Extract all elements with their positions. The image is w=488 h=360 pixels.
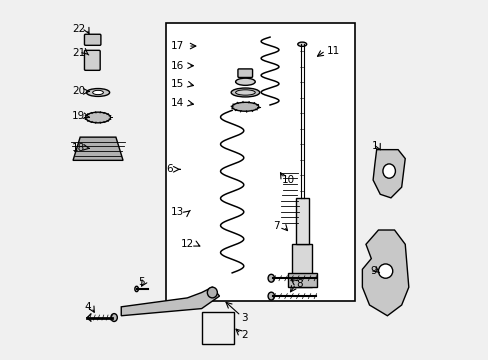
Polygon shape [287,273,316,287]
Bar [295,198,308,244]
Text: 8: 8 [296,279,302,289]
Ellipse shape [86,89,109,96]
Polygon shape [362,230,408,316]
Bar [201,312,233,344]
Text: 9: 9 [369,266,376,276]
Text: 13: 13 [170,207,183,217]
Ellipse shape [231,88,259,97]
Text: 22: 22 [72,24,85,34]
Text: 4: 4 [84,302,91,312]
Text: 18: 18 [72,143,85,153]
Text: 7: 7 [273,221,280,231]
Text: 15: 15 [170,79,183,89]
Ellipse shape [267,292,274,300]
Ellipse shape [93,90,103,95]
Text: 6: 6 [166,164,173,174]
Text: 2: 2 [241,330,247,341]
FancyBboxPatch shape [165,23,354,301]
Ellipse shape [207,287,217,298]
Ellipse shape [382,164,395,178]
Text: 11: 11 [326,46,339,56]
Ellipse shape [235,90,255,95]
Ellipse shape [232,102,258,111]
Polygon shape [121,287,219,316]
FancyBboxPatch shape [84,50,100,70]
FancyBboxPatch shape [238,69,252,77]
Ellipse shape [85,112,110,123]
Text: 16: 16 [170,61,183,71]
Polygon shape [372,150,405,198]
FancyBboxPatch shape [84,34,101,45]
Ellipse shape [111,314,117,321]
Text: 20: 20 [72,86,85,96]
Ellipse shape [235,78,255,85]
Ellipse shape [135,286,138,292]
Text: 12: 12 [181,239,194,249]
Text: 17: 17 [170,41,183,51]
Text: 5: 5 [138,277,144,287]
Bar [292,244,311,287]
Text: 21: 21 [72,48,85,58]
Text: 3: 3 [241,312,247,323]
Ellipse shape [267,274,274,282]
Text: 14: 14 [170,98,183,108]
Ellipse shape [297,42,306,46]
Ellipse shape [378,264,392,278]
Text: 19: 19 [72,111,85,121]
Polygon shape [73,137,123,160]
Text: 1: 1 [371,141,378,151]
Text: 10: 10 [282,175,295,185]
